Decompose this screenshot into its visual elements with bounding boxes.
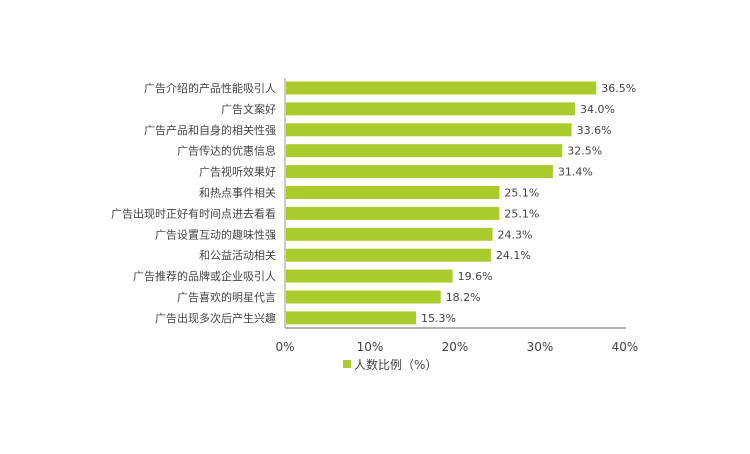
category-label: 广告出现多次后产生兴趣 <box>155 311 276 325</box>
x-tick-label: 30% <box>527 340 554 354</box>
bar <box>286 186 500 199</box>
bars-group: 广告介绍的产品性能吸引人 36.5% 广告文案好 34.0% 广告产品和自身的相关性强 3… <box>111 81 636 325</box>
data-label: 18.2% <box>446 291 481 304</box>
bar <box>286 206 500 220</box>
category-label: 广告产品和自身的相关性强 <box>144 123 276 137</box>
data-label: 33.6% <box>577 124 612 137</box>
data-label: 25.1% <box>504 207 539 220</box>
x-tick-label: 0% <box>275 340 294 354</box>
data-label: 32.5% <box>567 145 602 158</box>
data-label: 25.1% <box>504 187 539 200</box>
category-label: 广告推荐的品牌或企业吸引人 <box>133 269 276 283</box>
category-label: 广告视听效果好 <box>199 165 276 179</box>
data-label: 31.4% <box>558 166 593 179</box>
data-label: 24.3% <box>498 228 533 241</box>
data-label: 15.3% <box>421 312 456 325</box>
data-label: 36.5% <box>601 82 636 95</box>
category-label: 和热点事件相关 <box>199 186 276 200</box>
category-label: 广告设置互动的趣味性强 <box>155 227 276 241</box>
legend-swatch <box>343 360 351 368</box>
bar <box>286 290 441 304</box>
data-label: 24.1% <box>496 249 531 262</box>
category-label: 和公益活动相关 <box>199 248 276 262</box>
legend: 人数比例（%） <box>343 357 437 372</box>
bar <box>286 311 417 325</box>
legend-label: 人数比例（%） <box>354 357 437 372</box>
x-tick-labels: 0% 10% 20% 30% 40% <box>275 340 638 354</box>
x-tick-label: 40% <box>612 340 639 354</box>
x-tick-label: 20% <box>442 340 469 354</box>
bar <box>286 102 575 116</box>
bar <box>286 144 563 158</box>
bar <box>286 269 453 283</box>
bar <box>286 227 493 241</box>
x-tick-label: 10% <box>357 340 384 354</box>
bar <box>286 81 597 95</box>
category-label: 广告文案好 <box>221 102 276 116</box>
data-label: 19.6% <box>458 270 493 283</box>
category-label: 广告介绍的产品性能吸引人 <box>144 81 276 95</box>
category-label: 广告传达的优惠信息 <box>177 144 276 158</box>
category-label: 广告喜欢的明星代言 <box>177 290 276 304</box>
bar <box>286 248 491 262</box>
bar <box>286 123 572 137</box>
bar <box>286 165 553 179</box>
category-label: 广告出现时正好有时间点进去看看 <box>111 206 276 220</box>
data-label: 34.0% <box>580 103 615 116</box>
